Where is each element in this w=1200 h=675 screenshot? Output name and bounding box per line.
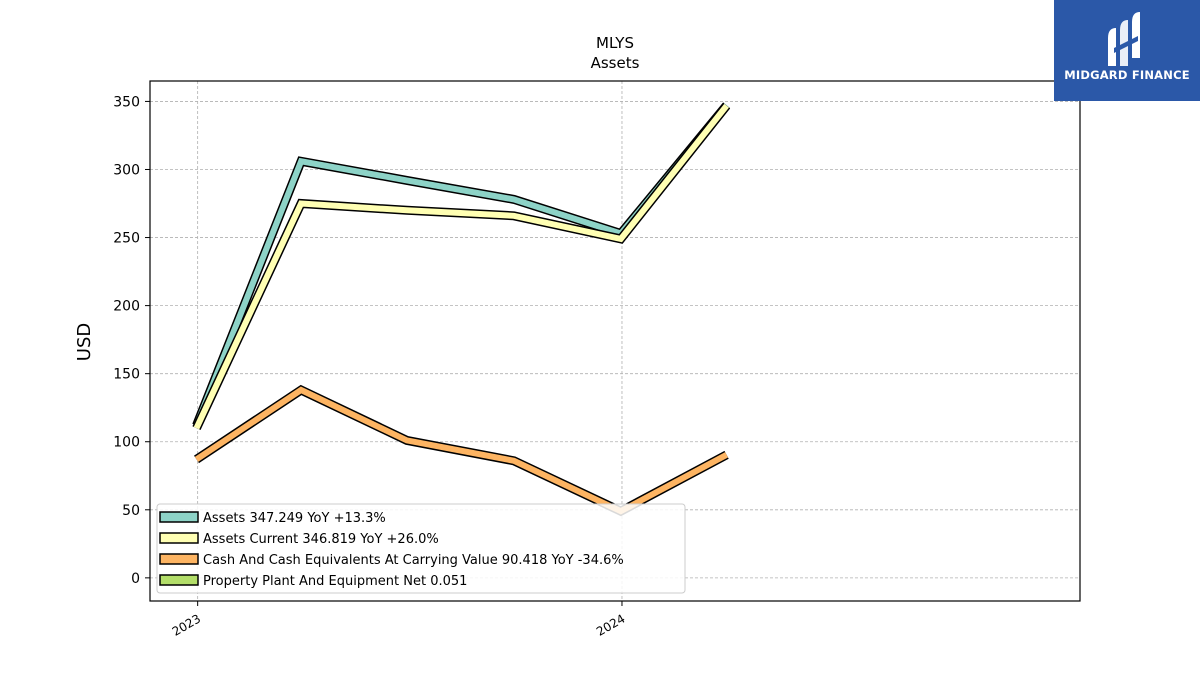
plot-frame [149, 80, 1081, 602]
y-tick-label: 250 [113, 231, 140, 247]
y-tick-label: 200 [113, 299, 140, 315]
legend-label: Property Plant And Equipment Net 0.051 [203, 574, 467, 589]
x-tick-label: 2024 [594, 611, 627, 638]
y-tick-label: 50 [122, 503, 140, 519]
brand-logo: MIDGARD FINANCE [1054, 0, 1200, 101]
brand-logo-mark-icon [1108, 12, 1140, 66]
chart-subtitle: Assets [591, 54, 640, 72]
series-line [193, 103, 729, 430]
legend-label: Assets Current 346.819 YoY +26.0% [203, 532, 439, 547]
series-line [194, 386, 729, 515]
series-outline [192, 102, 731, 430]
brand-name: MIDGARD FINANCE [1064, 68, 1190, 82]
legend-label: Assets 347.249 YoY +13.3% [203, 511, 386, 526]
legend-swatch [159, 532, 199, 544]
y-tick-label: 350 [113, 94, 140, 110]
legend-swatch [159, 511, 199, 523]
legend-box [156, 503, 686, 594]
plot-lines [192, 102, 731, 517]
legend: Assets 347.249 YoY +13.3% Assets Current … [156, 503, 686, 594]
y-axis-label: USD [74, 323, 95, 361]
chart-title: MLYS [596, 34, 634, 52]
y-tick-label: 0 [131, 571, 140, 587]
x-tick-label: 2023 [170, 611, 203, 638]
y-tick-label: 150 [113, 367, 140, 383]
legend-label: Cash And Cash Equivalents At Carrying Va… [203, 553, 624, 568]
legend-swatch [159, 553, 199, 565]
y-tick-label: 100 [113, 435, 140, 451]
y-tick-label: 300 [113, 162, 140, 178]
legend-swatch [159, 574, 199, 586]
